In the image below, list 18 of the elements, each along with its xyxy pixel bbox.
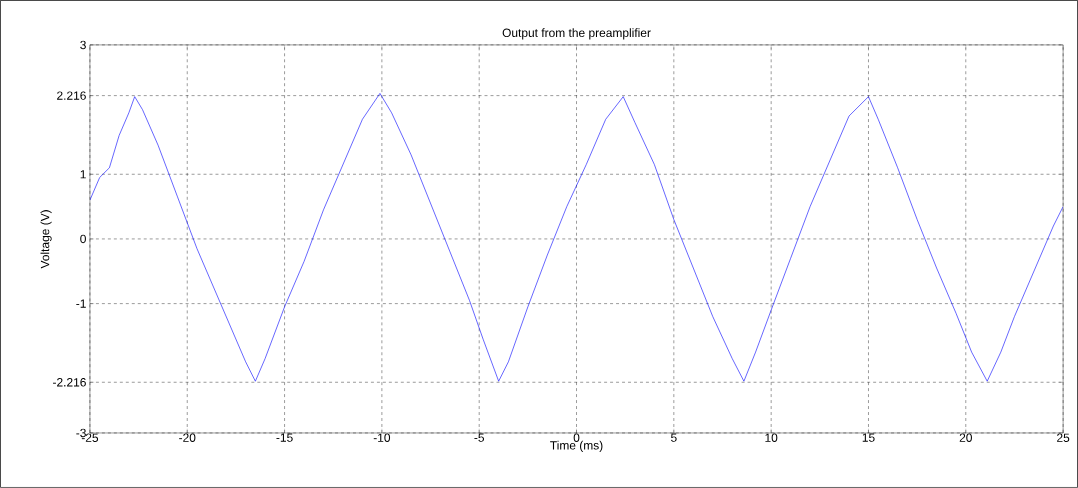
y-tick-label: -2.216: [53, 378, 86, 387]
x-tick-label: -5: [474, 433, 485, 442]
x-tick-label: -20: [179, 433, 196, 443]
y-tick-label: 2.216: [57, 91, 86, 100]
y-tick-label: 0: [80, 234, 86, 244]
x-tick-label: -15: [276, 433, 293, 442]
y-tick-label: 3: [80, 40, 86, 50]
x-tick-label: 10: [765, 433, 778, 443]
y-tick-label: 1: [80, 170, 86, 179]
x-tick-label: 5: [671, 433, 677, 442]
x-tick-label: 25: [1057, 433, 1070, 443]
x-tick-label: -10: [373, 433, 391, 443]
y-axis-title: Voltage (V): [40, 210, 52, 269]
chart-title: Output from the preamplifier: [502, 28, 651, 40]
x-tick-label: 20: [959, 433, 972, 443]
x-tick-label: 15: [862, 433, 875, 442]
y-tick-label: -1: [76, 299, 86, 308]
x-tick-label: 0: [573, 433, 580, 443]
